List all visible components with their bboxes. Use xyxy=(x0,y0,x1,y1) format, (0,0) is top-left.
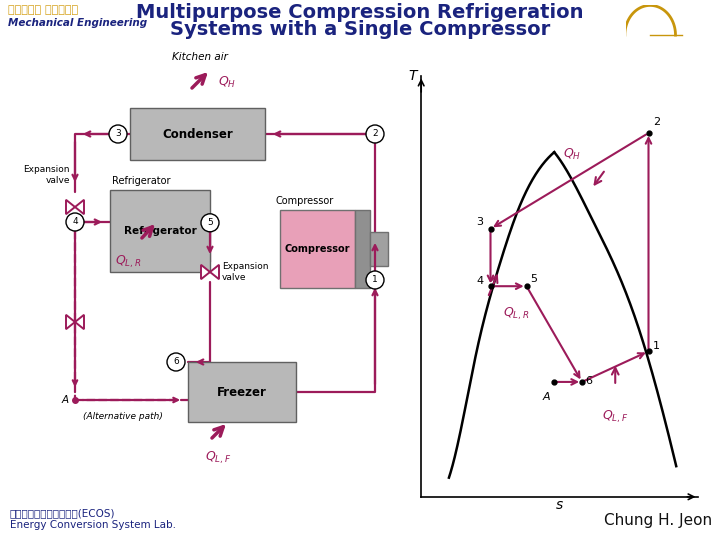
Circle shape xyxy=(201,214,219,232)
Polygon shape xyxy=(66,315,75,329)
Text: (Alternative path): (Alternative path) xyxy=(83,412,163,421)
Circle shape xyxy=(366,125,384,143)
Text: $Q_H$: $Q_H$ xyxy=(218,75,236,90)
Text: 에너지변환시스템연구실(ECOS): 에너지변환시스템연구실(ECOS) xyxy=(10,508,115,518)
Bar xyxy=(130,108,265,160)
Polygon shape xyxy=(201,265,210,279)
Text: $Q_{L,R}$: $Q_{L,R}$ xyxy=(115,254,141,270)
X-axis label: s: s xyxy=(556,498,564,512)
Text: 부산대학교 기계공학부: 부산대학교 기계공학부 xyxy=(8,5,78,15)
Text: $Q_{L,F}$: $Q_{L,F}$ xyxy=(602,409,629,426)
Text: 6: 6 xyxy=(173,357,179,367)
Text: T: T xyxy=(409,69,417,83)
Text: 1: 1 xyxy=(372,275,378,285)
Text: 6: 6 xyxy=(585,376,593,386)
Polygon shape xyxy=(210,265,219,279)
Text: Kitchen air: Kitchen air xyxy=(172,52,228,62)
Text: Chung H. Jeon: Chung H. Jeon xyxy=(604,513,712,528)
Circle shape xyxy=(66,213,84,231)
Polygon shape xyxy=(75,315,84,329)
Text: 5: 5 xyxy=(530,274,537,284)
Text: Expansion
valve: Expansion valve xyxy=(24,165,70,185)
Text: Compressor: Compressor xyxy=(284,244,350,254)
Text: 2: 2 xyxy=(652,117,660,127)
Text: $Q_H$: $Q_H$ xyxy=(563,147,581,162)
Text: 3: 3 xyxy=(115,130,121,138)
Text: 1: 1 xyxy=(652,341,660,352)
Text: 2: 2 xyxy=(372,130,378,138)
Text: Expansion
valve: Expansion valve xyxy=(222,262,269,282)
Text: Mechanical Engineering: Mechanical Engineering xyxy=(8,18,147,28)
Text: Systems with a Single Compressor: Systems with a Single Compressor xyxy=(170,20,550,39)
Text: $Q_{L,F}$: $Q_{L,F}$ xyxy=(204,450,231,467)
Text: 3: 3 xyxy=(477,217,484,227)
Polygon shape xyxy=(66,200,75,214)
Bar xyxy=(280,210,355,288)
Circle shape xyxy=(109,125,127,143)
Bar xyxy=(110,190,210,272)
Text: Refrigerator: Refrigerator xyxy=(112,176,171,186)
Text: A: A xyxy=(62,395,69,405)
Text: 4: 4 xyxy=(72,218,78,226)
Text: 5: 5 xyxy=(207,218,213,227)
Text: A: A xyxy=(542,392,550,402)
Circle shape xyxy=(366,271,384,289)
Text: Condenser: Condenser xyxy=(162,127,233,140)
Text: 4: 4 xyxy=(477,276,484,286)
Text: Energy Conversion System Lab.: Energy Conversion System Lab. xyxy=(10,520,176,530)
Text: Multipurpose Compression Refrigeration: Multipurpose Compression Refrigeration xyxy=(136,3,584,22)
Text: $Q_{L,R}$: $Q_{L,R}$ xyxy=(503,306,529,322)
Circle shape xyxy=(167,353,185,371)
Polygon shape xyxy=(75,200,84,214)
Bar xyxy=(188,362,296,422)
Bar xyxy=(355,210,370,288)
Text: Compressor: Compressor xyxy=(275,196,333,206)
Text: Freezer: Freezer xyxy=(217,386,267,399)
Bar xyxy=(370,232,388,266)
Text: Refrigerator: Refrigerator xyxy=(124,226,197,236)
